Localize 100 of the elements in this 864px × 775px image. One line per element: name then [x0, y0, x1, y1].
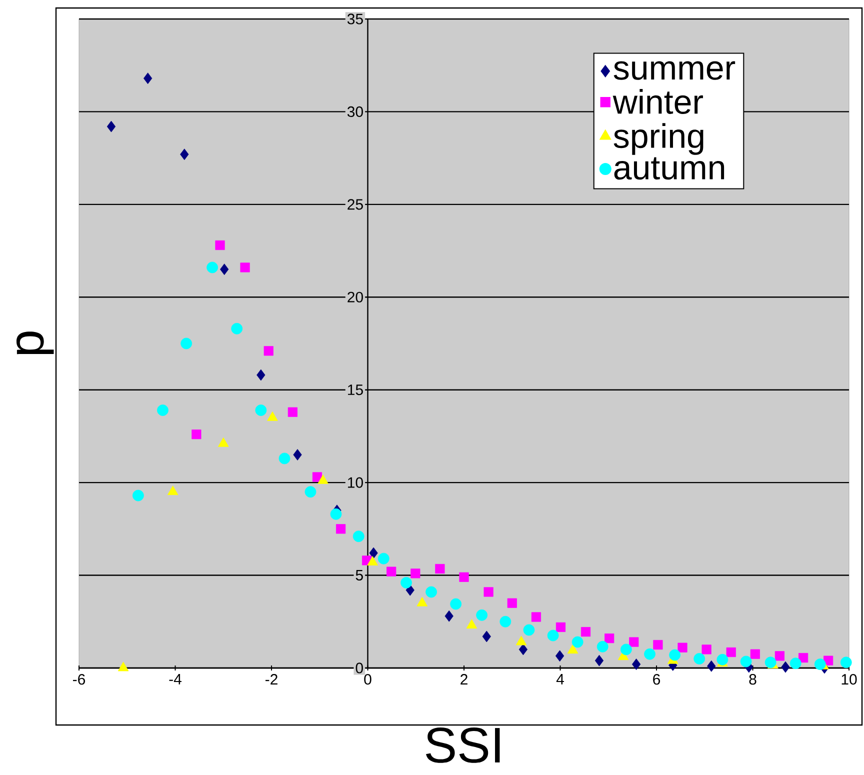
point: [466, 619, 478, 629]
point: [157, 404, 168, 416]
y-tick-label: 35: [347, 14, 363, 24]
point: [694, 653, 706, 664]
point: [555, 650, 564, 662]
point: [840, 656, 852, 668]
x-tick-label: -6: [72, 674, 86, 685]
point: [500, 616, 512, 628]
point: [798, 652, 808, 663]
point: [352, 530, 364, 542]
point: [547, 630, 559, 642]
point: [644, 648, 656, 660]
point: [336, 524, 346, 534]
x-tick-label: 10: [842, 674, 857, 685]
point: [556, 622, 566, 632]
point: [278, 452, 290, 464]
point: [220, 264, 229, 276]
x-tick-label: 0: [364, 674, 372, 685]
legend-label: spring: [614, 123, 704, 155]
x-tick-label: -2: [265, 674, 278, 684]
point: [459, 572, 469, 582]
point: [567, 644, 578, 654]
point: [678, 642, 688, 652]
point: [386, 566, 396, 576]
x-axis-title: SSI: [426, 728, 500, 763]
point: [416, 596, 428, 606]
point: [716, 654, 728, 666]
point: [106, 120, 116, 132]
point: [531, 612, 541, 622]
x-tick-label: -4: [169, 674, 182, 684]
point: [215, 240, 225, 250]
point: [293, 449, 302, 460]
point: [707, 660, 716, 672]
point: [523, 624, 535, 636]
point: [482, 630, 491, 642]
point: [132, 490, 144, 502]
x-tick-label: 4: [556, 674, 564, 684]
legend-label: autumn: [614, 157, 724, 180]
point: [507, 598, 517, 608]
point: [369, 547, 378, 559]
point: [620, 644, 632, 656]
x-tick-label: 8: [749, 674, 756, 685]
legend-label: summer: [614, 61, 736, 80]
point: [790, 658, 802, 670]
point: [192, 430, 202, 440]
point: [484, 587, 494, 597]
point: [304, 486, 316, 498]
y-tick-label: 15: [348, 384, 363, 396]
point: [604, 634, 614, 644]
point: [330, 508, 342, 520]
point: [476, 609, 488, 621]
point: [632, 658, 641, 670]
y-tick-label: 5: [356, 570, 363, 580]
y-tick-label: 10: [348, 477, 363, 488]
point: [400, 576, 412, 588]
point: [118, 662, 129, 672]
point: [180, 148, 189, 160]
point: [444, 610, 454, 622]
y-tick-label: 30: [347, 106, 363, 118]
y-axis-title: p: [16, 332, 54, 354]
point: [426, 586, 437, 598]
point: [288, 407, 298, 417]
point: [629, 637, 639, 647]
point: [255, 404, 267, 416]
point: [167, 486, 178, 496]
point: [750, 649, 760, 659]
point: [572, 636, 584, 648]
point: [240, 262, 250, 272]
point: [669, 649, 680, 661]
point: [814, 658, 826, 670]
point: [781, 661, 790, 673]
point: [580, 627, 591, 637]
point: [653, 640, 663, 650]
point: [516, 636, 527, 646]
point: [740, 656, 752, 668]
point: [318, 474, 328, 484]
legend-label: winter: [612, 89, 703, 114]
point: [450, 598, 462, 610]
point: [774, 651, 785, 661]
y-tick-label: 0: [356, 662, 363, 674]
point: [256, 369, 266, 381]
point: [264, 346, 274, 356]
point: [594, 654, 604, 666]
point: [764, 656, 776, 668]
point: [410, 568, 420, 578]
point: [726, 647, 736, 658]
point: [144, 72, 152, 84]
x-tick-label: 6: [653, 674, 660, 685]
point: [231, 322, 243, 334]
x-tick-label: 2: [460, 674, 468, 684]
point: [378, 552, 390, 564]
point: [518, 644, 528, 656]
y-tick-label: 20: [348, 292, 363, 302]
point: [596, 640, 608, 652]
y-tick-label: 25: [348, 199, 363, 210]
point: [367, 556, 378, 566]
point: [180, 338, 192, 350]
point: [435, 564, 445, 574]
point: [206, 262, 218, 274]
point: [702, 644, 712, 654]
